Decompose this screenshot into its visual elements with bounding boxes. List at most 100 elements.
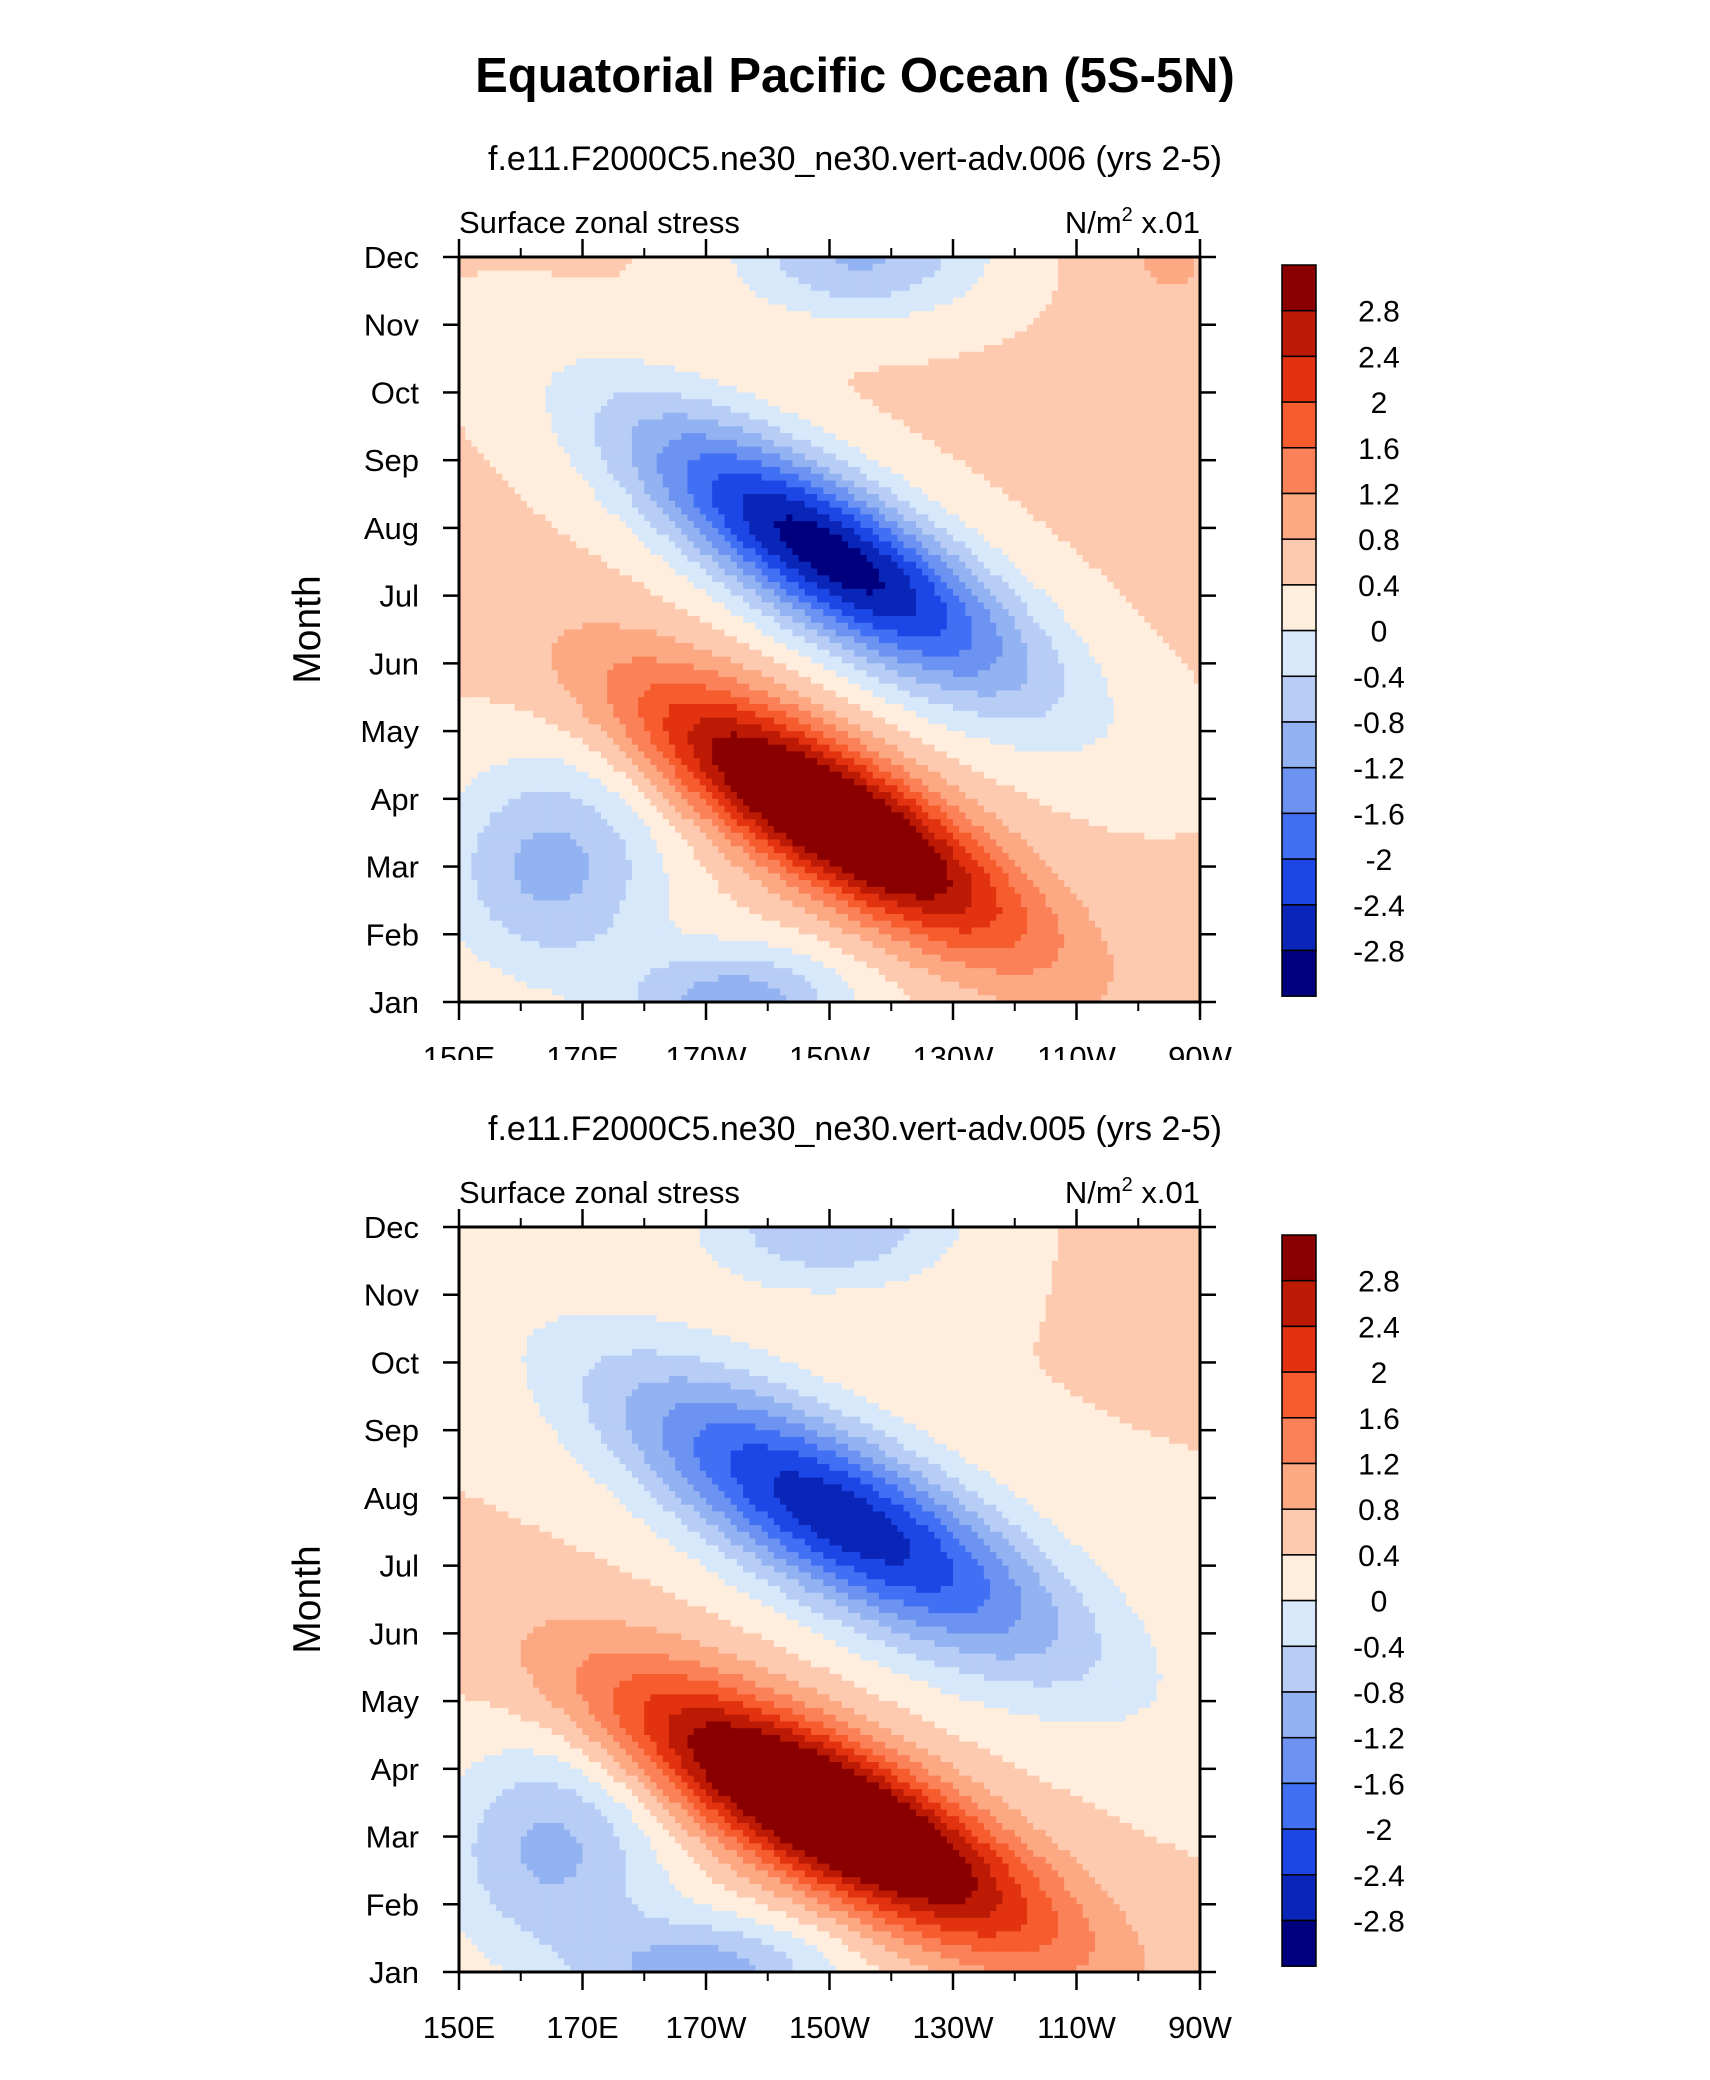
heatmap-cell — [588, 697, 596, 705]
heatmap-cell — [483, 913, 491, 922]
heatmap-cell — [533, 412, 540, 421]
heatmap-cell — [582, 731, 590, 739]
heatmap-cell — [526, 832, 534, 841]
heatmap-cell — [465, 886, 472, 895]
heatmap-cell — [681, 907, 689, 915]
heatmap-cell — [724, 487, 732, 495]
heatmap-cell — [706, 853, 713, 861]
heatmap-cell — [533, 561, 540, 570]
heatmap-cell — [557, 568, 565, 576]
heatmap-cell — [545, 514, 553, 522]
heatmap-cell — [588, 636, 596, 644]
heatmap-cell — [687, 920, 695, 929]
heatmap-cell — [675, 798, 682, 807]
heatmap-cell — [699, 446, 707, 455]
heatmap-cell — [607, 331, 614, 339]
heatmap-cell — [675, 514, 682, 522]
heatmap-cell — [582, 622, 590, 631]
heatmap-cell — [508, 988, 516, 996]
heatmap-cell — [477, 568, 485, 576]
heatmap-cell — [675, 615, 682, 624]
heatmap-cell — [730, 636, 738, 644]
heatmap-cell — [724, 913, 732, 922]
heatmap-cell — [520, 825, 528, 834]
heatmap-cell — [675, 378, 682, 387]
heatmap-cell — [588, 304, 596, 312]
heatmap-cell — [668, 954, 676, 962]
heatmap-cell — [551, 710, 559, 719]
heatmap-cell — [563, 514, 571, 522]
heatmap-cell — [489, 263, 497, 272]
heatmap-cell — [693, 358, 701, 366]
heatmap-cell — [539, 839, 547, 847]
heatmap-cell — [563, 988, 571, 996]
heatmap-cell — [526, 521, 534, 529]
heatmap-cell — [681, 839, 689, 847]
heatmap-cell — [588, 555, 596, 563]
heatmap-cell — [594, 426, 602, 434]
heatmap-cell — [588, 446, 596, 455]
heatmap-cell — [687, 358, 695, 366]
heatmap-cell — [489, 622, 497, 631]
heatmap-cell — [514, 974, 522, 983]
heatmap-cell — [545, 900, 553, 908]
heatmap-cell — [563, 575, 571, 583]
heatmap-cell — [668, 649, 676, 658]
heatmap-cell — [496, 311, 503, 319]
heatmap-cell — [477, 724, 485, 732]
heatmap-cell — [693, 311, 701, 319]
heatmap-cell — [477, 372, 485, 380]
heatmap-cell — [675, 920, 682, 929]
heatmap-cell — [496, 494, 503, 502]
heatmap-cell — [483, 270, 491, 278]
heatmap-cell — [533, 372, 540, 380]
heatmap-cell — [483, 439, 491, 448]
heatmap-cell — [551, 365, 559, 373]
heatmap-cell — [718, 263, 726, 272]
heatmap-cell — [693, 575, 701, 583]
heatmap-cell — [520, 446, 528, 455]
heatmap-cell — [730, 751, 738, 759]
heatmap-cell — [526, 893, 534, 902]
heatmap-cell — [644, 880, 652, 888]
heatmap-cell — [502, 663, 509, 671]
heatmap-cell — [675, 297, 682, 306]
heatmap-cell — [496, 582, 503, 590]
heatmap-cell — [687, 995, 695, 1003]
heatmap-cell — [582, 345, 590, 353]
heatmap-cell — [675, 412, 682, 421]
heatmap-cell — [551, 324, 559, 333]
heatmap-cell — [625, 433, 633, 441]
heatmap-cell — [489, 798, 497, 807]
heatmap-cell — [644, 859, 652, 868]
heatmap-cell — [693, 825, 701, 834]
heatmap-cell — [496, 521, 503, 529]
heatmap-cell — [650, 934, 658, 942]
heatmap-cell — [539, 311, 547, 319]
heatmap-cell — [557, 338, 565, 346]
heatmap-cell — [557, 853, 565, 861]
heatmap-cell — [693, 622, 701, 631]
heatmap-cell — [483, 880, 491, 888]
heatmap-cell — [557, 778, 565, 786]
heatmap-cell — [576, 819, 584, 827]
heatmap-cell — [712, 392, 719, 400]
heatmap-cell — [471, 690, 479, 698]
heatmap-cell — [471, 832, 479, 841]
heatmap-cell — [489, 412, 497, 421]
heatmap-cell — [693, 731, 701, 739]
heatmap-cell — [625, 561, 633, 570]
heatmap-cell — [551, 507, 559, 515]
heatmap-cell — [489, 805, 497, 813]
heatmap-cell — [471, 541, 479, 549]
heatmap-cell — [625, 819, 633, 827]
heatmap-cell — [668, 941, 676, 949]
heatmap-cell — [681, 778, 689, 786]
heatmap-cell — [619, 656, 627, 664]
heatmap-cell — [601, 378, 608, 387]
heatmap-cell — [699, 995, 707, 1003]
heatmap-cell — [638, 893, 645, 902]
heatmap-cell — [650, 419, 658, 427]
heatmap-cell — [520, 419, 528, 427]
heatmap-cell — [625, 792, 633, 800]
